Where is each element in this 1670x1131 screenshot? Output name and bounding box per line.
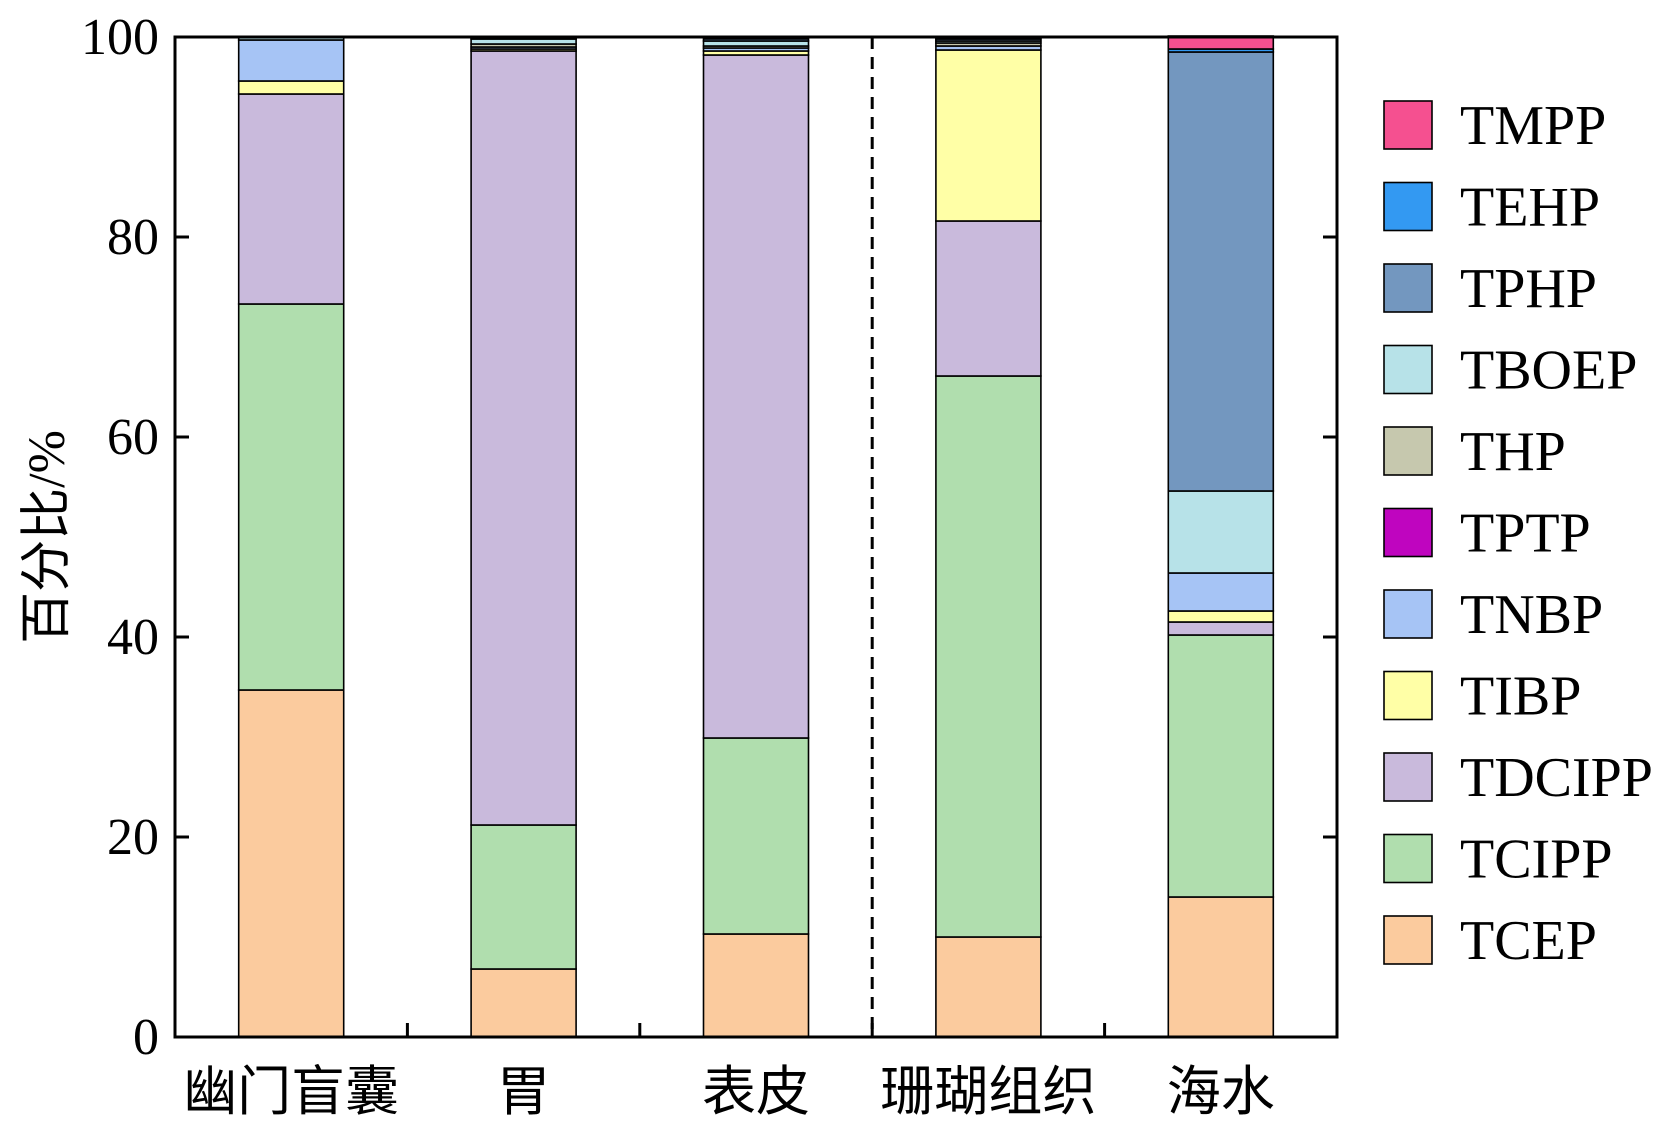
bar-segment-tdcipp-1 <box>470 50 577 826</box>
legend-label-tmpp: TMPP <box>1460 95 1606 157</box>
bar-segment-tdcipp-0 <box>237 93 345 305</box>
y-tick-label-80: 80 <box>107 209 159 266</box>
legend-label-tdcipp: TDCIPP <box>1460 747 1653 809</box>
legend-swatch-tnbp <box>1383 589 1433 639</box>
plot-frame <box>173 35 1339 1039</box>
bar-segment-tcep-3 <box>935 936 1042 1038</box>
legend: TMPP TEHP TPHP TBOEP THP TPTP TNBP TIBP TDCIPP TC… <box>1383 95 1653 972</box>
bar-segment-tcipp-1 <box>470 824 577 970</box>
legend-swatch-tibp <box>1383 670 1433 721</box>
bar-segment-tdcipp-4 <box>1167 621 1275 636</box>
bar-segment-tdcipp-3 <box>935 220 1042 377</box>
legend-label-tibp: TIBP <box>1460 666 1581 728</box>
bar-segment-tdcipp-2 <box>702 54 810 739</box>
y-axis-label: 百分比/% <box>19 430 76 644</box>
y-tick-label-100: 100 <box>81 9 159 66</box>
y-tick-label-60: 60 <box>107 409 159 466</box>
legend-swatch-tcep <box>1383 915 1433 965</box>
legend-label-tehp: TEHP <box>1460 177 1600 239</box>
legend-swatch-thp <box>1383 426 1433 476</box>
bar-segment-tphp-4 <box>1167 51 1275 492</box>
legend-swatch-tmpp <box>1383 100 1433 150</box>
legend-label-tphp: TPHP <box>1460 258 1597 320</box>
bar-segment-tcep-1 <box>470 968 577 1038</box>
bar-segment-tcipp-2 <box>702 737 810 935</box>
bars-layer <box>237 35 1275 1038</box>
legend-swatch-tehp <box>1383 181 1433 232</box>
legend-swatch-tcipp <box>1383 833 1433 884</box>
legend-label-tnbp: TNBP <box>1460 584 1603 646</box>
bar-segment-tphp-2 <box>702 38 810 42</box>
legend-swatch-tboep <box>1383 344 1433 395</box>
bar-segment-tcep-0 <box>237 689 345 1038</box>
x-category-label-4: 海水 <box>1167 1062 1275 1122</box>
bar-segment-tcep-4 <box>1167 896 1275 1038</box>
legend-label-thp: THP <box>1460 421 1566 483</box>
bar-segment-tnbp-0 <box>237 39 345 82</box>
y-tick-label-0: 0 <box>133 1009 159 1066</box>
x-category-label-3: 珊瑚组织 <box>880 1062 1096 1122</box>
x-category-label-1: 胃 <box>497 1062 551 1122</box>
legend-label-tboep: TBOEP <box>1460 340 1637 402</box>
legend-swatch-tphp <box>1383 263 1433 313</box>
y-tick-label-20: 20 <box>107 809 159 866</box>
bar-segment-tnbp-4 <box>1167 572 1275 612</box>
bar-segment-tcipp-3 <box>935 375 1042 938</box>
legend-label-tptp: TPTP <box>1460 503 1591 565</box>
legend-label-tcep: TCEP <box>1460 910 1597 972</box>
bar-segment-tcipp-4 <box>1167 634 1275 898</box>
axis-ticks: 0 20 40 60 80 100 幽门盲囊 胃 表皮 珊瑚组织 海水 <box>81 9 1337 1122</box>
bar-segment-tboep-4 <box>1167 490 1275 574</box>
y-tick-label-40: 40 <box>107 609 159 666</box>
x-category-label-2: 表皮 <box>702 1062 810 1122</box>
legend-label-tcipp: TCIPP <box>1460 829 1613 891</box>
bar-segment-tibp-0 <box>237 80 345 95</box>
bar-segment-tibp-4 <box>1167 610 1275 623</box>
x-category-label-0: 幽门盲囊 <box>183 1062 399 1122</box>
bar-segment-tcipp-0 <box>237 303 345 691</box>
legend-swatch-tptp <box>1383 507 1433 558</box>
bar-segment-tcep-2 <box>702 933 810 1038</box>
bar-segment-tibp-3 <box>935 49 1042 222</box>
legend-swatch-tdcipp <box>1383 752 1433 802</box>
